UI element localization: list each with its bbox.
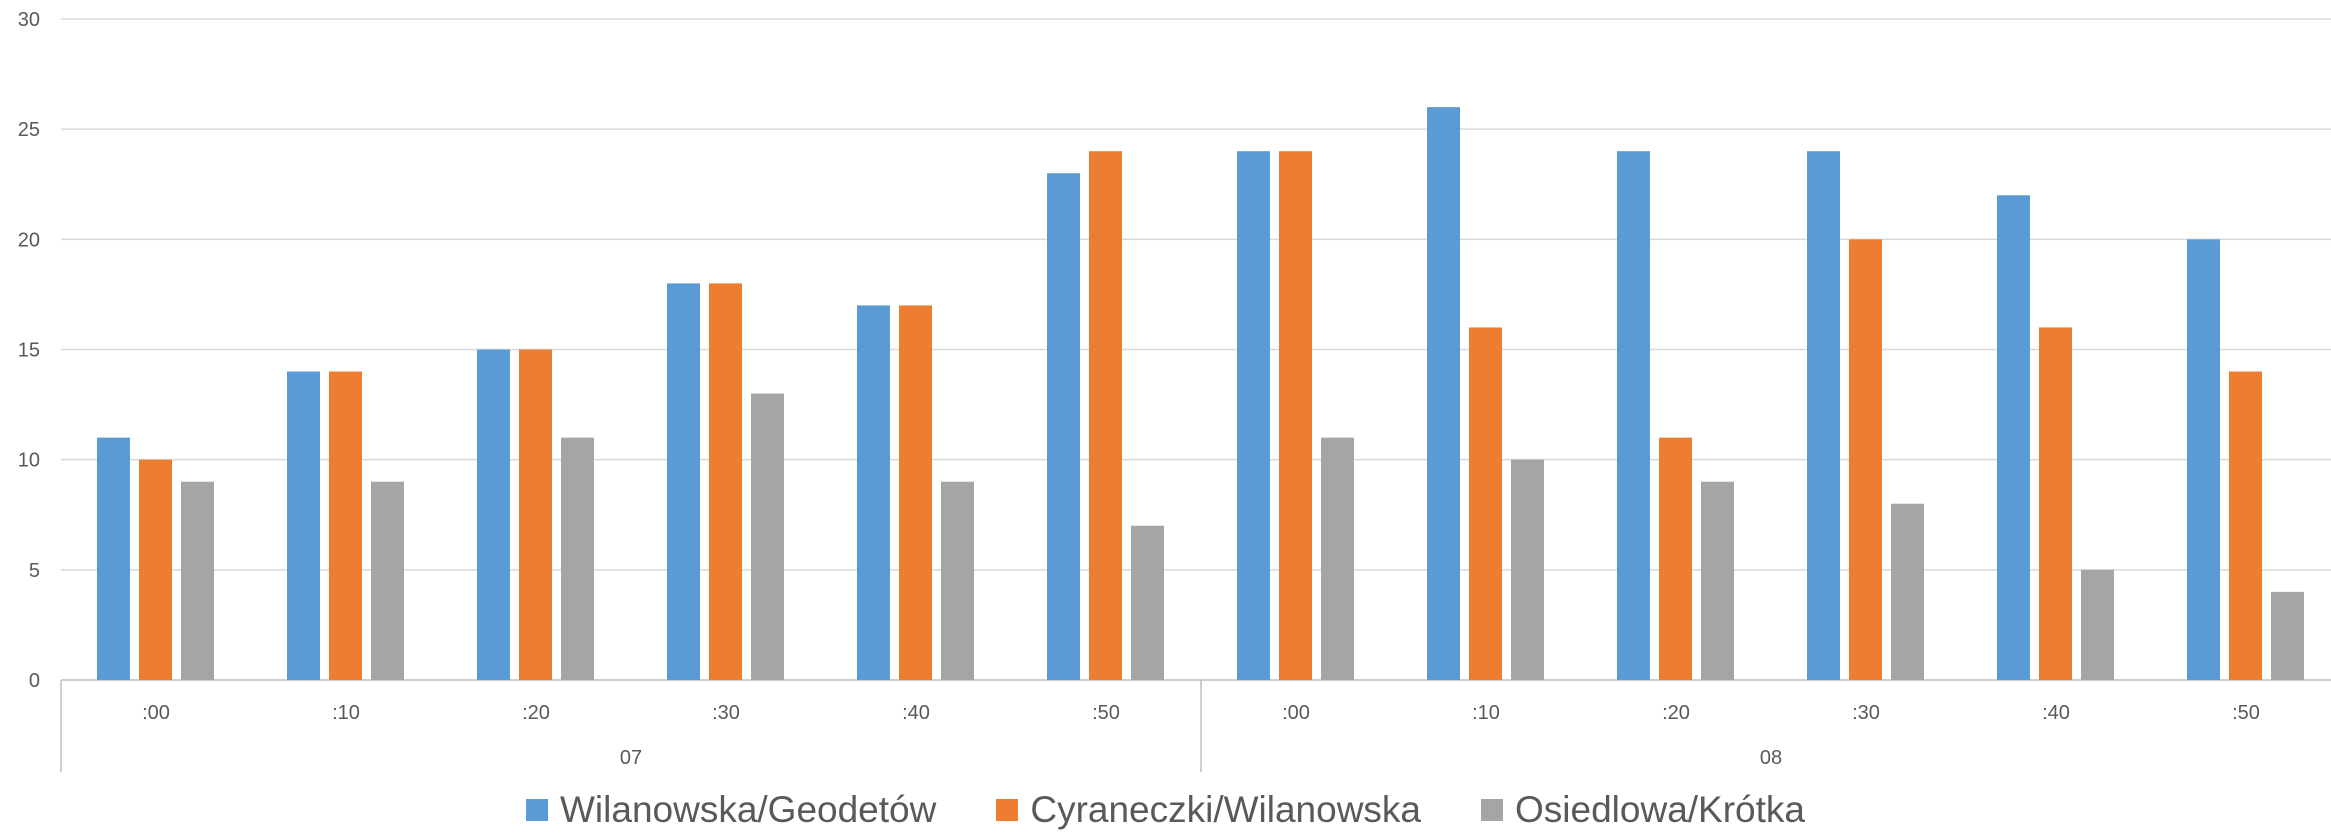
bar-osiedlowa-kr-tka — [1511, 459, 1544, 680]
legend-swatch — [996, 799, 1019, 821]
legend-item: Cyraneczki/Wilanowska — [996, 789, 1421, 831]
x-category-label: :30 — [1852, 702, 1880, 724]
bar-wilanowska-geodet-w — [857, 305, 890, 680]
y-tick-label: 30 — [18, 9, 40, 31]
x-category-label: :50 — [1092, 702, 1120, 724]
bar-cyraneczki-wilanowska — [1089, 151, 1122, 680]
y-tick-label: 10 — [18, 450, 40, 472]
x-category-label: :30 — [712, 702, 740, 724]
bar-wilanowska-geodet-w — [1047, 173, 1080, 680]
bar-osiedlowa-kr-tka — [941, 481, 974, 680]
bar-cyraneczki-wilanowska — [1659, 437, 1692, 680]
bar-cyraneczki-wilanowska — [709, 283, 742, 680]
bar-osiedlowa-kr-tka — [1321, 437, 1354, 680]
y-tick-label: 5 — [29, 560, 40, 582]
bar-osiedlowa-kr-tka — [371, 481, 404, 680]
bar-wilanowska-geodet-w — [667, 283, 700, 680]
bar-wilanowska-geodet-w — [1427, 107, 1460, 681]
x-category-label: :20 — [1662, 702, 1690, 724]
x-category-label: :10 — [332, 702, 360, 724]
x-category-label: :50 — [2232, 702, 2260, 724]
legend-swatch — [526, 799, 548, 821]
bar-osiedlowa-kr-tka — [561, 437, 594, 680]
bar-wilanowska-geodet-w — [1237, 151, 1270, 680]
bar-wilanowska-geodet-w — [97, 437, 130, 680]
bar-osiedlowa-kr-tka — [2271, 591, 2304, 680]
bar-wilanowska-geodet-w — [1807, 151, 1840, 680]
bar-cyraneczki-wilanowska — [519, 349, 552, 680]
x-group-label: 07 — [620, 747, 642, 769]
legend-swatch — [1481, 799, 1504, 821]
bar-cyraneczki-wilanowska — [139, 459, 172, 680]
legend-label: Osiedlowa/Krótka — [1515, 789, 1805, 830]
bar-cyraneczki-wilanowska — [2229, 371, 2262, 680]
bar-wilanowska-geodet-w — [1617, 151, 1650, 680]
bar-cyraneczki-wilanowska — [329, 371, 362, 680]
y-tick-label: 25 — [18, 119, 40, 141]
bar-osiedlowa-kr-tka — [751, 393, 784, 680]
bar-osiedlowa-kr-tka — [1891, 503, 1924, 680]
y-tick-label: 0 — [29, 670, 40, 692]
bar-wilanowska-geodet-w — [2187, 239, 2220, 681]
x-category-label: :40 — [2042, 702, 2070, 724]
x-category-label: :20 — [522, 702, 550, 724]
bar-cyraneczki-wilanowska — [2039, 327, 2072, 680]
bar-osiedlowa-kr-tka — [2081, 569, 2114, 680]
x-group-label: 08 — [1760, 747, 1782, 769]
x-category-label: :00 — [142, 702, 170, 724]
x-category-label: :10 — [1472, 702, 1500, 724]
x-category-label: :00 — [1282, 702, 1310, 724]
bar-cyraneczki-wilanowska — [1849, 239, 1882, 681]
legend-label: Cyraneczki/Wilanowska — [1030, 789, 1422, 830]
legend: Wilanowska/Geodetów Cyraneczki/Wilanowska… — [0, 788, 2331, 832]
y-tick-label: 15 — [18, 340, 40, 362]
bar-wilanowska-geodet-w — [477, 349, 510, 680]
legend-label: Wilanowska/Geodetów — [560, 789, 937, 830]
bar-osiedlowa-kr-tka — [1701, 481, 1734, 680]
bar-cyraneczki-wilanowska — [1469, 327, 1502, 680]
bar-osiedlowa-kr-tka — [181, 481, 214, 680]
bar-osiedlowa-kr-tka — [1131, 525, 1164, 680]
bar-wilanowska-geodet-w — [1997, 195, 2030, 680]
bar-cyraneczki-wilanowska — [1279, 151, 1312, 680]
x-category-label: :40 — [902, 702, 930, 724]
y-tick-label: 20 — [18, 229, 40, 251]
legend-item: Osiedlowa/Krótka — [1481, 789, 1805, 831]
legend-item: Wilanowska/Geodetów — [526, 789, 936, 831]
bar-wilanowska-geodet-w — [287, 371, 320, 680]
bar-cyraneczki-wilanowska — [899, 305, 932, 680]
